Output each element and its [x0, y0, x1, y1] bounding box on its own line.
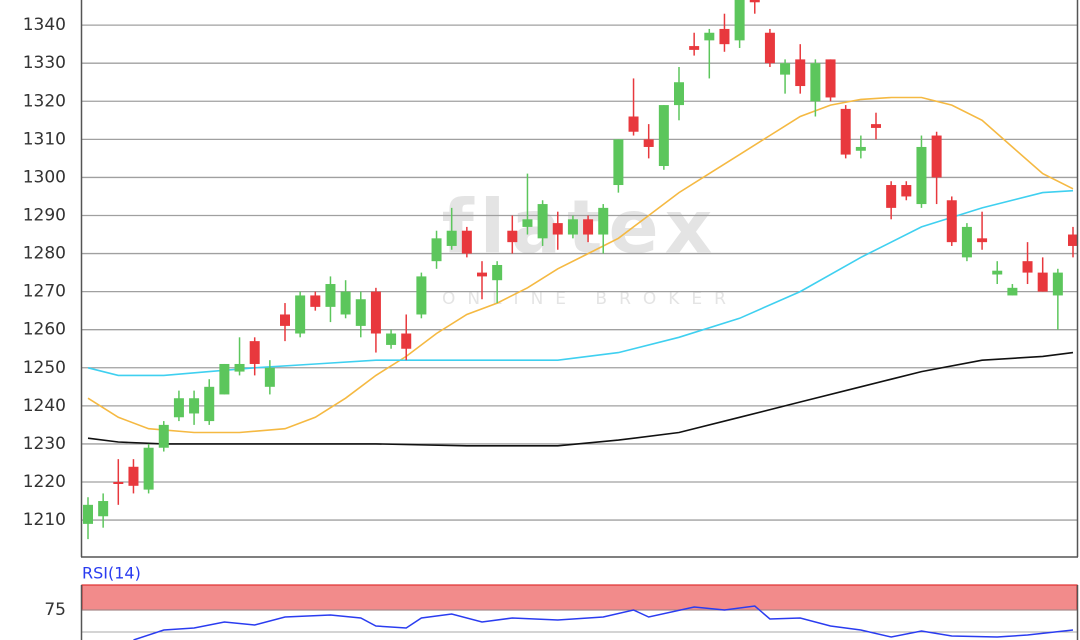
candle-body [477, 272, 487, 277]
candle-body [249, 341, 260, 364]
y-tick-label: 1290 [23, 205, 66, 225]
candle-body [992, 270, 1003, 275]
candle-body [143, 447, 154, 490]
candle-body [280, 314, 290, 326]
candle-body [173, 398, 184, 418]
y-tick-label: 1280 [23, 244, 66, 264]
candle-body [764, 32, 775, 64]
y-tick-label: 1230 [23, 434, 66, 454]
candle-body [840, 108, 851, 155]
candle-body [401, 333, 412, 349]
candle-body [128, 466, 139, 486]
candle-body [158, 424, 169, 448]
candle-body [492, 264, 503, 281]
moving-average-line [87, 189, 1074, 377]
y-tick-label: 1300 [23, 167, 66, 187]
candle-body [810, 63, 821, 102]
candle-body [689, 46, 700, 50]
candle-body [370, 291, 381, 334]
plot-area [83, 0, 1077, 540]
candle-body [325, 284, 336, 307]
y-tick-label: 1330 [23, 53, 66, 73]
candle-body [340, 291, 351, 315]
candle-body [825, 59, 836, 98]
candle-body [1052, 272, 1063, 296]
candle-body [83, 504, 93, 524]
candle-body [1068, 234, 1077, 246]
y-tick-label: 1310 [23, 129, 66, 149]
candle-body [598, 207, 609, 235]
candle-body [977, 238, 988, 243]
candle-body [204, 386, 215, 422]
candle-body [961, 226, 972, 258]
candle-body [1037, 272, 1048, 292]
y-tick-label: 1220 [23, 472, 66, 492]
candle-body [219, 363, 230, 395]
candle-body [446, 230, 457, 246]
candle-body [704, 32, 715, 41]
candle-body [113, 481, 124, 484]
y-tick-label: 1340 [23, 15, 66, 35]
y-tick-label: 1320 [23, 91, 66, 111]
moving-average-line [87, 351, 1074, 447]
candle-body [719, 28, 730, 45]
candle-body [780, 63, 791, 75]
candle-body [537, 204, 548, 239]
candle-body [643, 139, 654, 147]
y-tick-label: 1260 [23, 320, 66, 340]
rsi-line [133, 605, 1074, 640]
candle-body [855, 146, 866, 151]
candle-body [461, 230, 472, 254]
candle-body [658, 105, 669, 166]
candle-body [264, 367, 275, 387]
candle-body [583, 219, 594, 235]
candle-body [522, 219, 533, 227]
candle-body [98, 501, 109, 517]
candle-body [886, 185, 897, 208]
candle-body [734, 0, 745, 41]
candle-body [1022, 261, 1033, 273]
candle-body [431, 238, 442, 262]
candle-body [871, 124, 881, 128]
candle-body [946, 200, 957, 243]
candle-body [552, 223, 563, 235]
watermark-subtitle: ONLINE BROKER [442, 289, 738, 309]
y-tick-label: 1270 [23, 282, 66, 302]
candle-body [931, 135, 942, 178]
candle-body [795, 59, 806, 87]
candle-body [416, 276, 427, 315]
candle-body [674, 82, 684, 106]
candle-body [749, 0, 760, 3]
y-tick-label: 1210 [23, 510, 66, 530]
y-tick-label: 1240 [23, 396, 66, 416]
candle-body [901, 185, 912, 197]
candle-body [234, 363, 245, 372]
candle-body [567, 219, 578, 235]
candle-body [355, 299, 366, 326]
candle-body [507, 230, 518, 243]
panel-title: RSI(14) [82, 564, 141, 583]
candle-body [613, 139, 624, 186]
candle-body [628, 116, 639, 132]
candle-body [295, 295, 306, 334]
candle-body [310, 295, 321, 307]
y-tick-label: 75 [44, 600, 66, 620]
candle-body [386, 333, 397, 345]
candle-body [916, 146, 927, 205]
overbought-band [81, 584, 1078, 611]
y-tick-label: 1250 [23, 358, 66, 378]
candle-body [189, 398, 200, 414]
candle-body [1007, 287, 1018, 296]
rsi-area [133, 605, 1074, 640]
